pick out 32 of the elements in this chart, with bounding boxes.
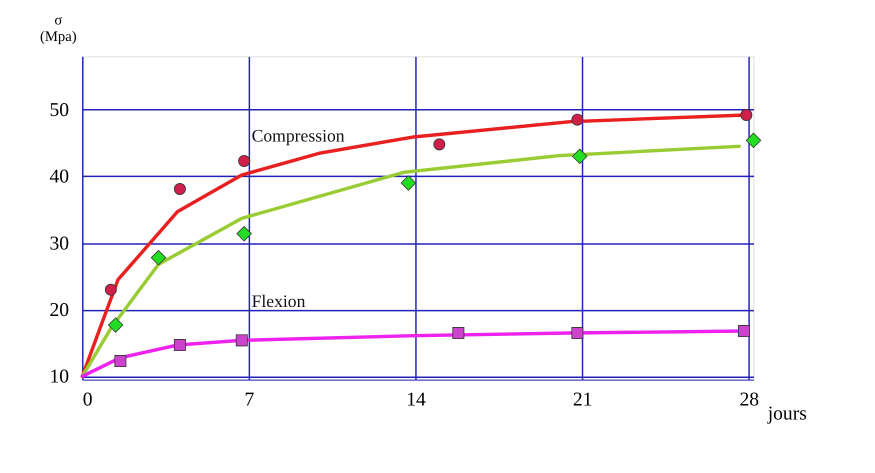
x-tick-label: 0 [82, 390, 93, 411]
point [108, 317, 124, 333]
x-tick-label: 21 [572, 390, 592, 411]
y-tick-label: 40 [50, 166, 70, 188]
point [433, 138, 446, 150]
point [738, 325, 750, 337]
y-axis-title: σ (Mpa) [40, 12, 77, 46]
y-tick-label: 30 [50, 233, 70, 254]
point [571, 114, 584, 126]
point [114, 355, 126, 367]
point [236, 334, 248, 346]
y-tick-label: 10 [50, 366, 70, 388]
point [571, 327, 584, 339]
point [174, 339, 186, 351]
point [746, 132, 762, 148]
x-axis-title: jours [766, 403, 807, 424]
point [238, 155, 250, 167]
y-tick-label: 50 [50, 100, 70, 122]
series-label: Flexion [252, 291, 306, 312]
point [236, 226, 252, 242]
x-tick-label: 28 [739, 390, 760, 411]
y-tick-label: 20 [50, 300, 70, 322]
point [104, 284, 117, 296]
point [150, 250, 166, 266]
x-tick-label: 14 [406, 390, 426, 411]
x-tick-label: 7 [244, 390, 255, 411]
series-label: Compression [252, 126, 345, 146]
point [740, 109, 752, 121]
point [452, 327, 464, 339]
point [572, 148, 588, 164]
point [174, 183, 186, 195]
point [400, 175, 416, 191]
